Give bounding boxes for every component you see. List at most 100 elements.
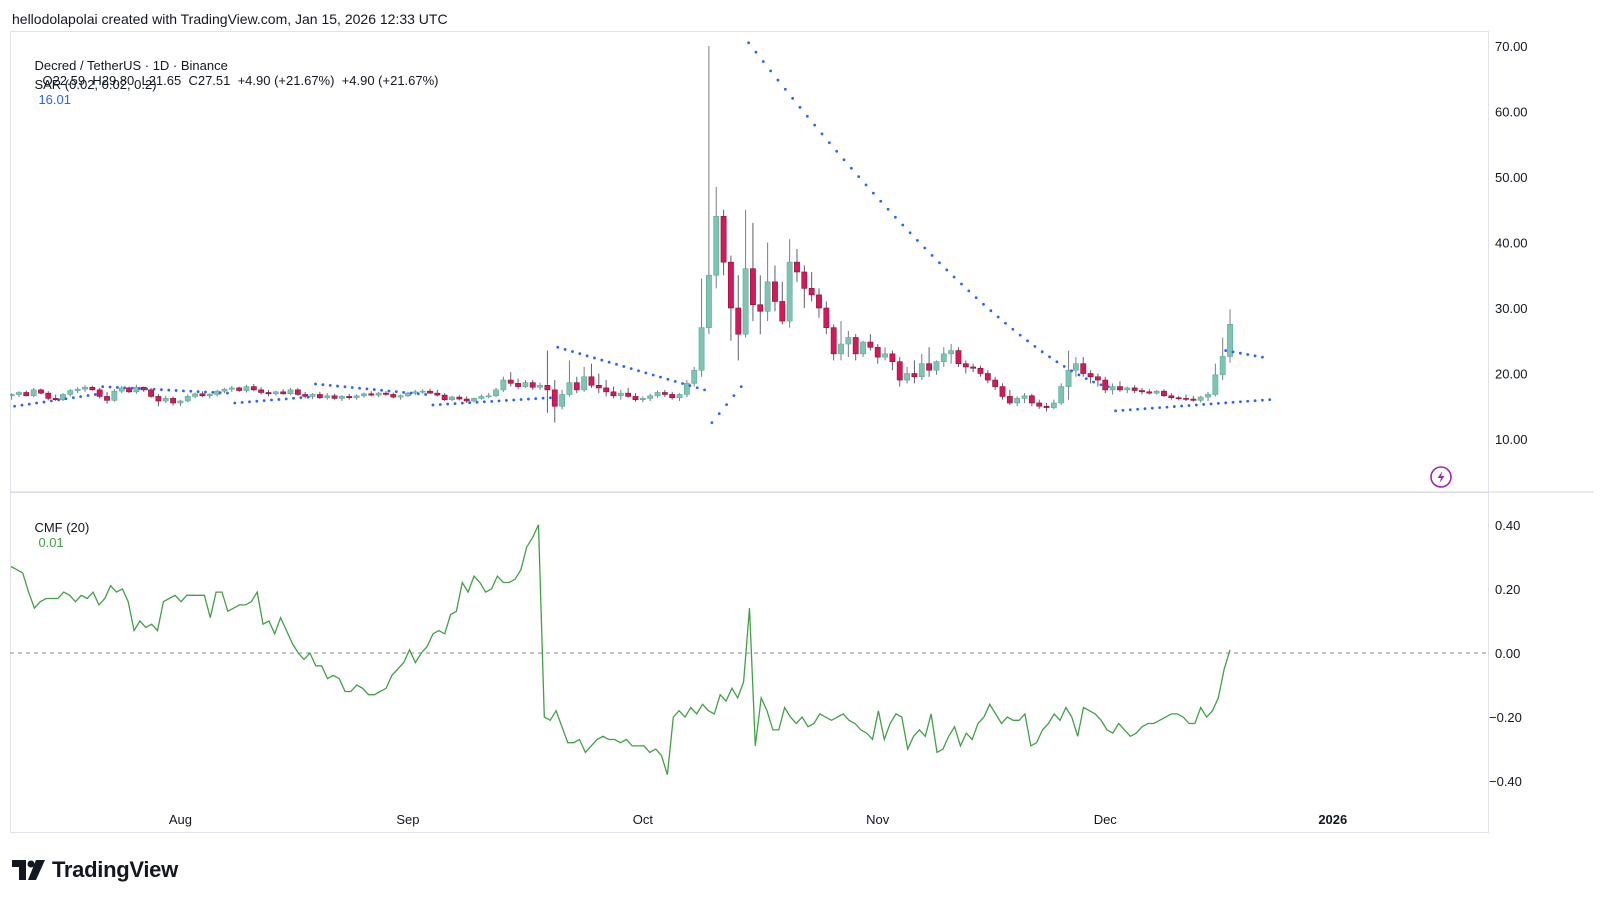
candle-up [786, 239, 793, 328]
price-axis[interactable]: 70.00 60.00 50.00 40.00 30.00 20.00 10.00 [1495, 39, 1528, 447]
candle-down [603, 380, 610, 397]
candle-body [603, 387, 610, 393]
sar-dot [1187, 404, 1191, 407]
candle-body [1095, 376, 1101, 381]
tradingview-logo[interactable]: TradingView [12, 855, 178, 885]
candle-body [287, 389, 294, 395]
cmf-legend[interactable]: CMF (20) 0.01 [20, 505, 89, 565]
candle-body [595, 384, 602, 389]
sar-legend[interactable]: SAR (0.02, 0.02, 0.2) 16.01 [20, 62, 156, 122]
sar-dot [1143, 407, 1147, 411]
candle-down [1102, 376, 1109, 394]
candle-down [874, 344, 881, 364]
candle-up [397, 394, 404, 400]
sar-dot [916, 239, 919, 242]
sar-dot [1092, 380, 1095, 384]
candle-body [500, 379, 507, 391]
candle-body [221, 388, 228, 392]
candle-body [243, 386, 250, 391]
candle-body [449, 396, 455, 400]
candle-up [1124, 386, 1131, 394]
candle-down [23, 390, 30, 397]
candle-body [515, 383, 521, 387]
candle-body [1168, 395, 1175, 399]
candle-body [338, 396, 345, 399]
sar-dot [974, 296, 978, 300]
sar-dot [1180, 404, 1184, 408]
candle-down [1036, 399, 1043, 409]
candle-up [647, 393, 654, 402]
candle-down [258, 387, 265, 395]
alert-icon[interactable] [1430, 466, 1452, 488]
sar-dot [571, 350, 574, 353]
sar-dot [57, 398, 61, 402]
candle-body [838, 343, 844, 355]
candle-body [192, 393, 198, 397]
sar-dot [343, 385, 347, 389]
cmf-line [10, 524, 1231, 775]
chart-svg[interactable]: 70.00 60.00 50.00 40.00 30.00 20.00 10.00 0.40… [8, 31, 1594, 851]
sar-dot [1011, 327, 1015, 331]
symbol-title[interactable]: Decred / TetherUS · 1D · Binance [34, 58, 228, 73]
candle-up [948, 344, 955, 364]
candle-down [148, 387, 154, 398]
price-tick-label: 50.00 [1495, 170, 1528, 185]
sar-dot [174, 389, 178, 392]
cmf-label: CMF (20) [34, 520, 90, 535]
candle-body [830, 327, 837, 355]
time-axis[interactable]: Aug Sep Oct Nov Dec 2026 [169, 812, 1347, 827]
candle-body [1124, 387, 1131, 391]
candle-up [617, 389, 624, 400]
candle-body [1021, 395, 1028, 399]
sar-dot [306, 395, 310, 399]
candle-up [324, 393, 331, 400]
candle-body [1190, 398, 1197, 401]
candle-down [1146, 389, 1153, 395]
cmf-axis[interactable]: 0.40 0.20 0.00 −0.20 −0.40 [1489, 518, 1522, 789]
sar-dot [233, 401, 237, 405]
sar-dot [350, 386, 354, 389]
candle-body [889, 353, 896, 363]
sar-dot [739, 385, 743, 388]
candle-body [309, 394, 316, 397]
candle-body [1139, 390, 1145, 393]
sar-dot [791, 96, 795, 100]
candle-body [918, 363, 925, 378]
candle-down [610, 386, 617, 399]
sar-dot [527, 397, 530, 401]
ohlc-values: O22.59 H29.80 L21.65 C27.51 +4.90 (+21.6… [42, 73, 439, 88]
candle-body [397, 395, 404, 398]
sar-dot [1253, 399, 1257, 403]
candle-down [720, 209, 727, 276]
sar-dot [776, 78, 780, 82]
sar-dot [1246, 399, 1250, 403]
candle-body [1087, 373, 1094, 378]
sar-dot [1136, 407, 1140, 411]
sar-dot [108, 385, 112, 389]
candle-body [96, 389, 103, 397]
sar-dot [1077, 373, 1081, 377]
sar-dot [336, 384, 339, 388]
price-tick-label: 10.00 [1495, 432, 1528, 447]
candle-up [206, 393, 213, 399]
candle-down [551, 380, 558, 423]
candle-down [383, 391, 389, 396]
sar-dot [967, 289, 971, 293]
candle-down [529, 380, 536, 390]
sar-dot [292, 396, 295, 400]
candle-body [705, 274, 712, 328]
candle-up [67, 389, 74, 397]
candle-body [676, 394, 683, 399]
sar-dot [659, 375, 662, 379]
candle-down [779, 281, 786, 325]
candle-up [361, 392, 367, 398]
sar-dot [123, 386, 127, 390]
sar-dot [666, 377, 670, 381]
candle-down [926, 347, 932, 377]
candle-body [742, 268, 749, 335]
candle-body [1227, 324, 1233, 357]
symbol-legend[interactable]: Decred / TetherUS · 1D · Binance O22.59 … [20, 43, 439, 103]
candle-body [412, 391, 419, 394]
candle-body [441, 394, 448, 400]
candle-up [713, 186, 720, 289]
